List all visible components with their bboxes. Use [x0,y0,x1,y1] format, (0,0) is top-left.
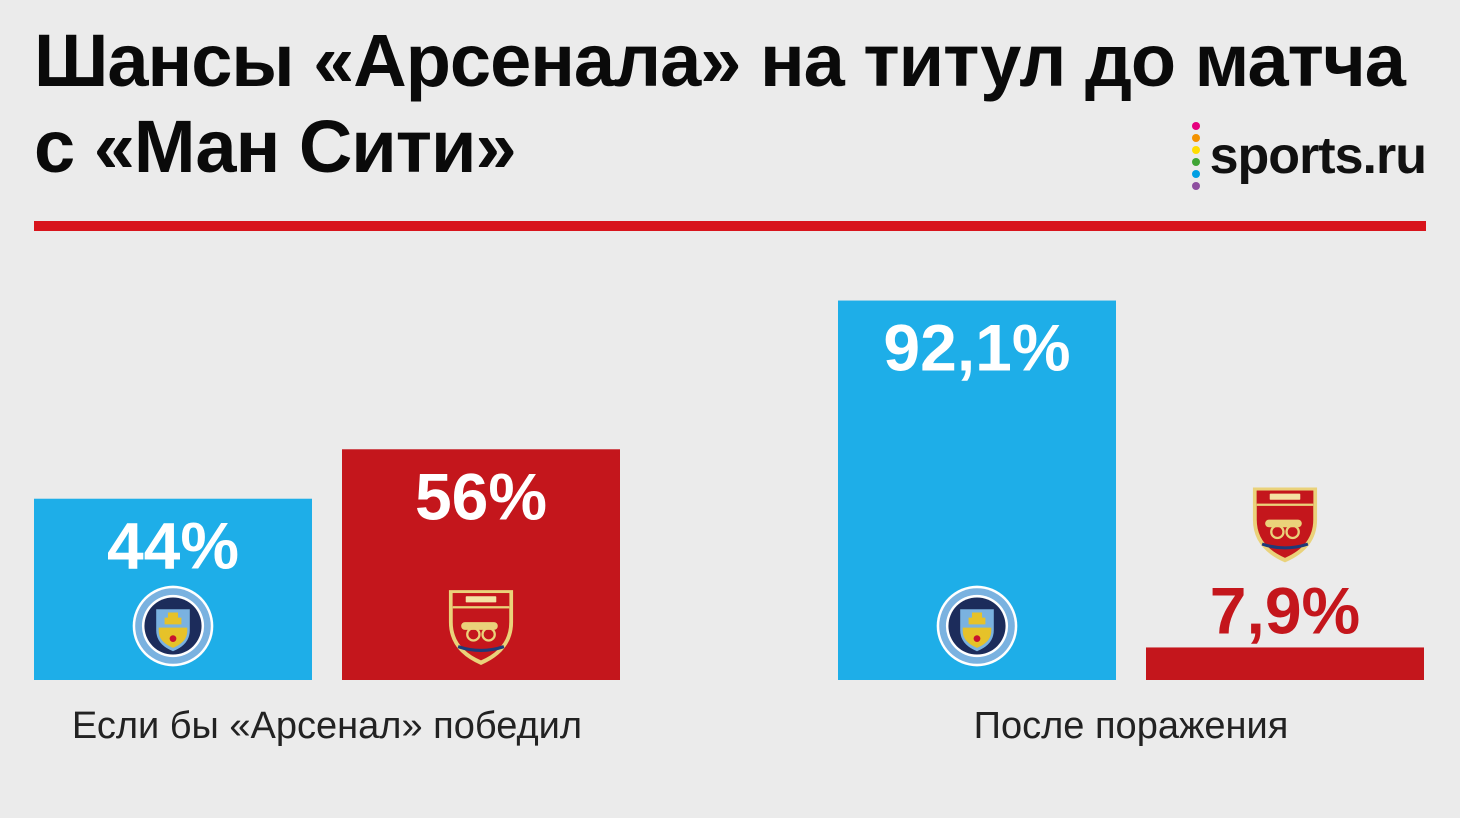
logo-dot [1191,182,1200,190]
category-label: После поражения [974,705,1289,747]
bar-arsenal [1146,647,1424,680]
logo-dot [1191,134,1200,142]
chart-title-line-1: Шансы «Арсенала» на титул до матча [34,19,1406,102]
bar-value-label: 92,1% [883,311,1070,385]
logo-text: sports.ru [1209,127,1427,185]
logo-dot [1191,122,1200,130]
bar-value-label: 44% [107,509,239,583]
manchester-city-crest-icon [132,585,214,667]
bar-value-label: 7,9% [1210,573,1360,647]
chart-title-line-2: с «Ман Сити» [34,105,517,188]
bar-value-label: 56% [415,459,547,533]
chart-title: Шансы «Арсенала» на титул до матча с «Ма… [34,18,1454,190]
category-label: Если бы «Арсенал» победил [72,705,582,747]
logo-dots-icon [1191,122,1200,190]
logo-dot [1191,146,1200,154]
arsenal-crest-icon [1251,485,1319,565]
logo-dot [1191,170,1200,178]
logo-dot [1191,158,1200,166]
manchester-city-crest-icon [936,585,1018,667]
title-divider [34,221,1426,231]
sports-ru-logo[interactable]: sports.ru [1191,122,1427,190]
